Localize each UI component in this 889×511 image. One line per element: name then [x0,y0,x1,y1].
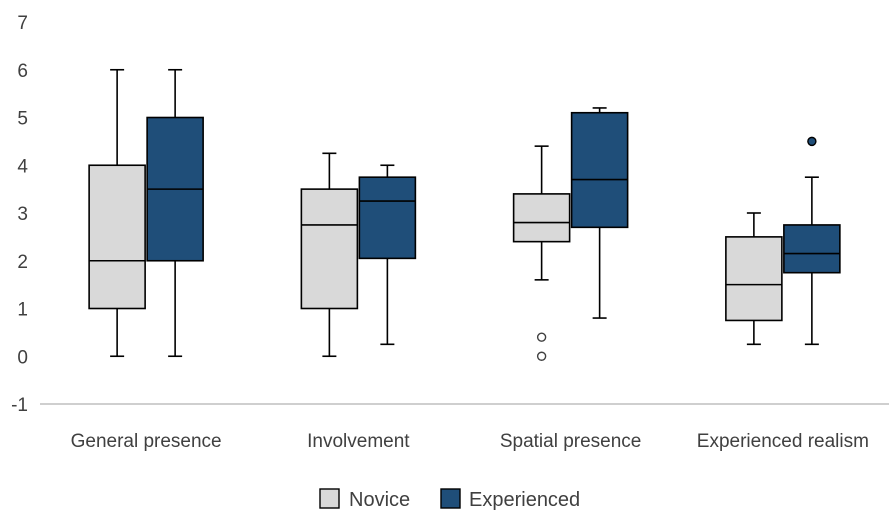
box-iqr [300,188,359,310]
box-novice [88,68,146,358]
x-category-label: Involvement [307,431,410,452]
legend-swatch-novice [319,488,340,509]
box-novice [512,145,571,361]
box-experienced [358,164,417,346]
y-tick-label: 4 [17,156,28,177]
x-category-label: Experienced realism [697,431,869,452]
box-experienced [570,107,629,319]
y-tick-label: 7 [17,13,28,34]
box-novice [300,152,359,358]
outlier-point [536,351,547,361]
y-axis: -1 0 1 2 3 4 5 6 7 [11,13,28,416]
y-tick-label: -1 [11,395,28,416]
box-iqr [512,193,571,243]
y-tick-label: 6 [17,61,28,82]
box-iqr [725,236,783,322]
x-category-label: General presence [71,431,222,452]
y-tick-label: 3 [17,204,28,225]
box-experienced [146,68,204,358]
box-group [88,68,841,361]
legend-label-experienced: Experienced [469,489,580,511]
y-tick-label: 5 [17,109,28,130]
x-category-label: Spatial presence [500,431,642,452]
legend-swatch-experienced [440,488,461,509]
x-axis: General presence Involvement Spatial prese… [40,403,889,452]
box-novice [725,212,783,346]
legend-label-novice: Novice [349,489,410,511]
box-iqr [783,224,841,274]
box-iqr [88,164,146,310]
y-tick-label: 2 [17,252,28,273]
box-experienced [783,136,841,346]
outlier-point [807,136,817,147]
legend: Novice Experienced [319,488,580,511]
y-tick-label: 1 [17,300,28,321]
box-iqr [358,176,417,260]
box-iqr [570,111,629,229]
y-tick-label: 0 [17,347,28,368]
outlier-point [536,332,547,342]
